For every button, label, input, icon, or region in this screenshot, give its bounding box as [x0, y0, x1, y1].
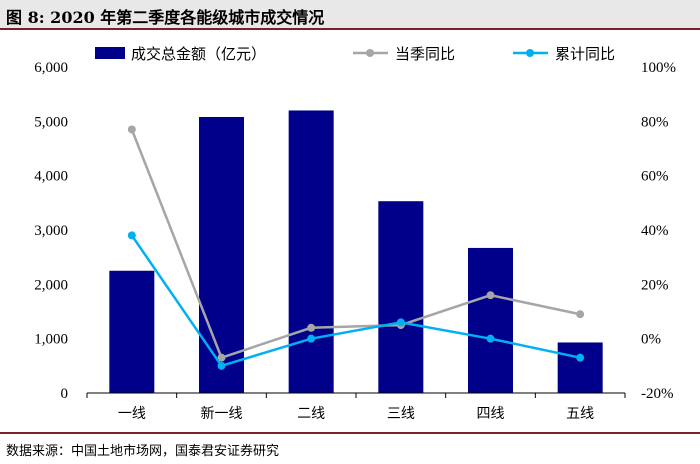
right-tick-label: 0% [641, 332, 661, 348]
source-note: 数据来源：中国土地市场网，国泰君安证券研究 [6, 444, 280, 459]
legend-swatch-point [366, 49, 374, 57]
right-tick-label: 100% [641, 60, 676, 76]
bar [557, 342, 603, 393]
series-point [217, 353, 226, 362]
series-point [127, 125, 136, 134]
category-label: 五线 [566, 406, 594, 422]
left-tick-label: 6,000 [34, 60, 68, 76]
legend-label: 当季同比 [395, 45, 455, 63]
bar [109, 270, 155, 393]
chart-title: 图 8: 2020 年第二季度各能级城市成交情况 [6, 8, 325, 27]
left-tick-label: 0 [61, 386, 69, 402]
category-label: 新一线 [201, 406, 243, 422]
left-tick-label: 2,000 [34, 277, 68, 293]
title-bar: 图 8: 2020 年第二季度各能级城市成交情况 [0, 0, 700, 30]
left-tick-label: 4,000 [34, 169, 68, 185]
legend-label: 成交总金额（亿元） [131, 45, 266, 63]
series-point [217, 361, 226, 370]
right-tick-label: 20% [641, 277, 669, 293]
left-tick-label: 1,000 [34, 332, 68, 348]
category-label: 二线 [297, 406, 325, 422]
bar [468, 247, 513, 393]
category-label: 四线 [477, 406, 505, 422]
series-point [486, 334, 495, 343]
legend: 成交总金额（亿元） 当季同比 累计同比 [95, 45, 615, 63]
series-point [307, 323, 316, 332]
right-tick-label: 80% [641, 114, 669, 130]
series-line [130, 234, 581, 368]
series-point [127, 231, 136, 240]
series-point [576, 310, 585, 319]
series-line [130, 129, 581, 360]
legend-swatch-point [526, 49, 534, 57]
right-axis: -20% 0% 20% 40% 60% 80% 100% [641, 60, 676, 402]
bar [288, 110, 334, 393]
category-label: 一线 [118, 406, 146, 422]
x-axis-ticks [86, 393, 626, 398]
right-tick-label: 40% [641, 223, 669, 239]
bar-series [109, 110, 603, 393]
left-tick-label: 3,000 [34, 223, 68, 239]
series-point [396, 318, 405, 327]
category-labels: 一线 新一线 二线 三线 四线 五线 [118, 406, 594, 422]
category-label: 三线 [387, 406, 415, 422]
left-tick-label: 5,000 [34, 114, 68, 130]
line-series [127, 125, 585, 370]
source-divider [0, 432, 700, 434]
legend-label: 累计同比 [555, 45, 615, 63]
bar [378, 201, 424, 393]
bar [199, 116, 244, 393]
series-point [576, 353, 585, 362]
right-tick-label: -20% [641, 386, 674, 402]
series-point [307, 334, 316, 343]
series-point [486, 291, 495, 300]
legend-swatch-bar [95, 47, 125, 59]
left-axis: 0 1,000 2,000 3,000 4,000 5,000 6,000 [34, 60, 68, 402]
right-tick-label: 60% [641, 169, 669, 185]
